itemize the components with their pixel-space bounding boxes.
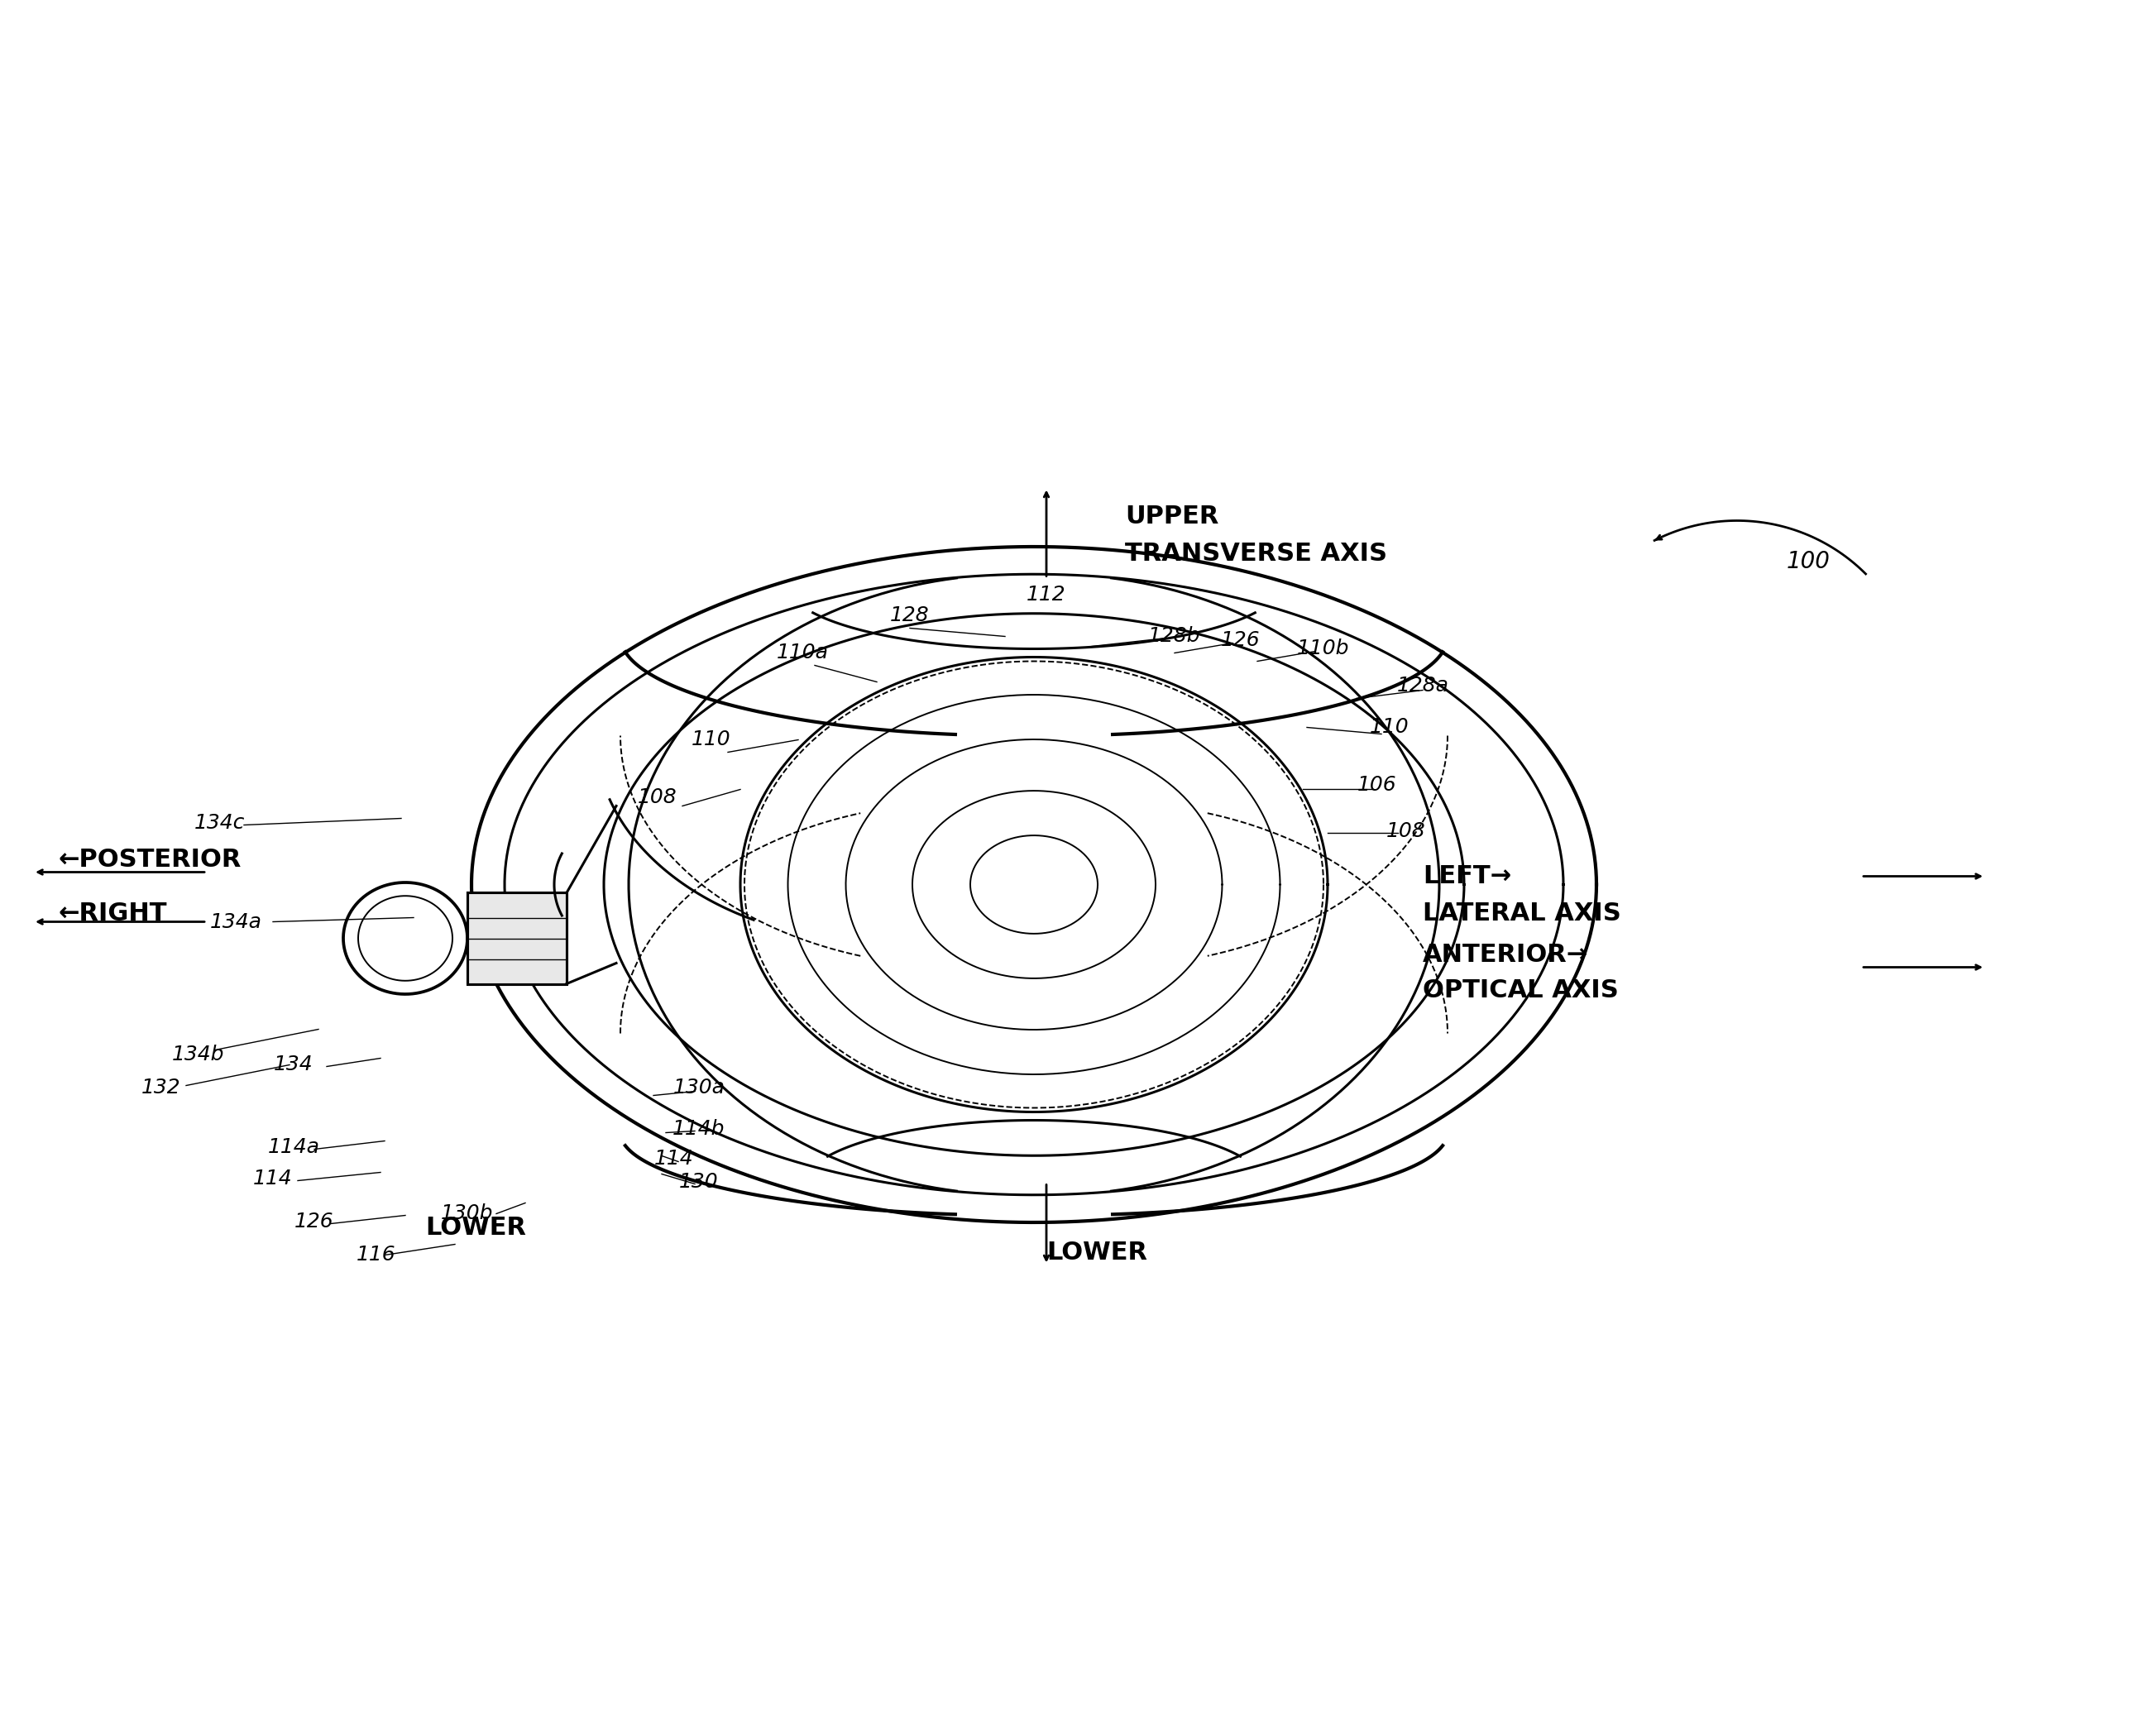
- Text: 130b: 130b: [441, 1203, 494, 1224]
- Text: 130a: 130a: [673, 1078, 724, 1097]
- Polygon shape: [466, 892, 567, 984]
- Text: 134b: 134b: [172, 1043, 226, 1064]
- Text: LOWER: LOWER: [426, 1215, 527, 1240]
- Text: ←POSTERIOR: ←POSTERIOR: [58, 847, 241, 871]
- Text: 108: 108: [638, 788, 677, 807]
- Text: TRANSVERSE AXIS: TRANSVERSE AXIS: [1124, 542, 1386, 566]
- Text: 126: 126: [1221, 630, 1261, 651]
- Text: 128: 128: [890, 606, 931, 625]
- Text: ANTERIOR→: ANTERIOR→: [1423, 943, 1588, 967]
- Text: 114a: 114a: [269, 1137, 320, 1158]
- Text: 134c: 134c: [193, 812, 245, 833]
- Text: 134: 134: [273, 1055, 314, 1075]
- Text: UPPER: UPPER: [1124, 505, 1218, 528]
- Text: ←RIGHT: ←RIGHT: [58, 901, 168, 925]
- Text: 114b: 114b: [673, 1118, 724, 1139]
- Text: LOWER: LOWER: [1047, 1241, 1148, 1264]
- Text: 130: 130: [679, 1172, 718, 1193]
- Text: 128a: 128a: [1397, 675, 1448, 696]
- Text: LATERAL AXIS: LATERAL AXIS: [1423, 901, 1620, 925]
- Text: 100: 100: [1786, 550, 1831, 573]
- Text: 106: 106: [1358, 776, 1397, 795]
- Text: 114: 114: [254, 1168, 292, 1187]
- Text: 114: 114: [655, 1149, 694, 1168]
- Text: 116: 116: [357, 1245, 395, 1264]
- Text: 110b: 110b: [1298, 639, 1350, 658]
- Text: 110a: 110a: [776, 642, 827, 663]
- Text: OPTICAL AXIS: OPTICAL AXIS: [1423, 979, 1618, 1002]
- Text: 110: 110: [1369, 717, 1410, 738]
- Text: 132: 132: [142, 1078, 181, 1097]
- Text: LEFT→: LEFT→: [1423, 865, 1511, 889]
- Text: 128b: 128b: [1148, 627, 1201, 646]
- Text: 126: 126: [294, 1212, 333, 1233]
- Text: 112: 112: [1027, 585, 1066, 604]
- Text: 110: 110: [692, 729, 731, 750]
- Text: 108: 108: [1386, 821, 1427, 840]
- Text: 134a: 134a: [211, 911, 262, 932]
